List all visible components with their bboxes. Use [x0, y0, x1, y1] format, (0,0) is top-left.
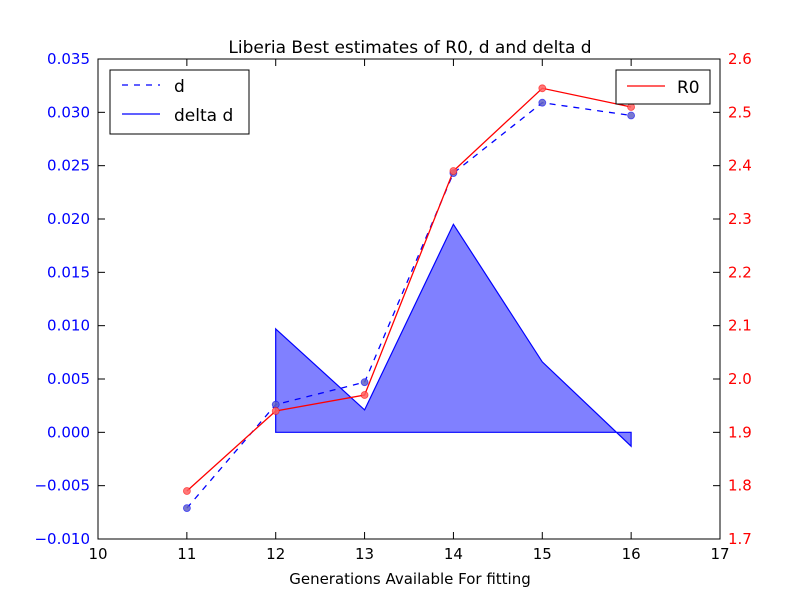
series-d-line	[186, 102, 632, 509]
series-d-point	[182, 504, 191, 513]
series-d-point	[360, 378, 369, 387]
series-r0-point	[538, 84, 547, 93]
x-axis-label: Generations Available For fitting	[289, 570, 531, 588]
y-left-tick-label: 0.025	[47, 157, 90, 175]
y-right-tick-label: 2.5	[728, 103, 752, 121]
series-r0-point	[271, 407, 280, 415]
series-d-point	[538, 98, 547, 107]
legend-left-box	[109, 69, 250, 135]
legend-r0-label: R0	[677, 78, 700, 98]
y-left-tick-label: 0.015	[47, 263, 90, 281]
series-r0-point	[449, 167, 458, 175]
x-tick-label: 11	[177, 545, 196, 563]
series-r0-line	[186, 87, 632, 492]
legend-left: d delta d	[109, 69, 250, 135]
y-right-tick-label: 1.7	[728, 530, 752, 548]
legend-delta-d-label: delta d	[174, 106, 233, 126]
series-d-point	[271, 400, 280, 409]
y-left-tick-label: 0.035	[47, 50, 90, 68]
x-tick-label: 15	[533, 545, 552, 563]
y-left-tick-label: 0.000	[47, 423, 90, 441]
y-right-tick-label: 1.9	[728, 423, 752, 441]
y-right-tick-label: 2.0	[728, 370, 752, 388]
chart-title: Liberia Best estimates of R0, d and delt…	[228, 38, 591, 58]
y-right-tick-label: 2.2	[728, 263, 752, 281]
series-r0-point	[360, 391, 369, 399]
series-d-point	[627, 111, 635, 120]
series-r0-point	[627, 103, 635, 111]
x-tick-label: 12	[266, 545, 285, 563]
area-layer	[275, 223, 632, 448]
line-layer	[186, 87, 632, 509]
series-r0-point	[182, 487, 191, 495]
x-tick-label: 13	[355, 545, 374, 563]
x-tick-label: 14	[444, 545, 463, 563]
x-tick-label: 16	[622, 545, 641, 563]
legend-d-label: d	[174, 77, 185, 97]
y-left-tick-label: 0.005	[47, 370, 90, 388]
series-delta-d-area	[275, 223, 632, 448]
y-right-tick-label: 1.8	[728, 477, 752, 495]
tick-layer: 10 11 12 13 14 15 16 17 −0.010 −0.005 0.000 0.005 0.…	[34, 50, 751, 563]
y-left-tick-label: 0.030	[47, 103, 90, 121]
x-tick-label: 10	[88, 545, 107, 563]
y-left-tick-label: 0.020	[47, 210, 90, 228]
y-right-tick-label: 2.6	[728, 50, 752, 68]
y-left-tick-label: −0.005	[34, 477, 90, 495]
y-left-tick-label: −0.010	[34, 530, 90, 548]
legend-right-box	[615, 69, 711, 105]
y-right-tick-label: 2.1	[728, 317, 752, 335]
y-left-tick-label: 0.010	[47, 317, 90, 335]
plot-frame	[97, 58, 721, 540]
y-right-tick-label: 2.3	[728, 210, 752, 228]
y-right-tick-label: 2.4	[728, 157, 752, 175]
legend-right: R0	[615, 69, 711, 105]
x-tick-label: 17	[710, 545, 729, 563]
point-layer	[182, 84, 635, 513]
